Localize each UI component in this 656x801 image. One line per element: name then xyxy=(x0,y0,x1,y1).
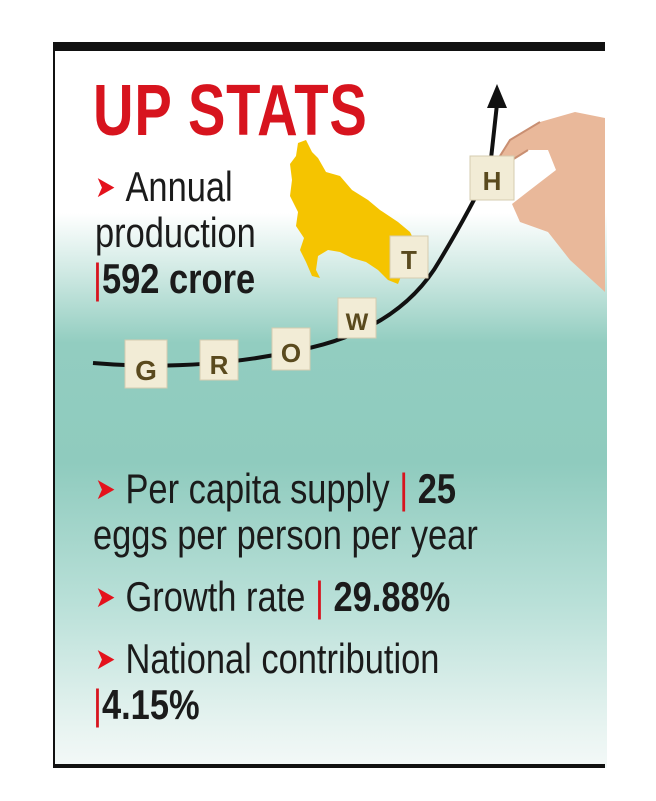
stat-growth-value: 29.88% xyxy=(333,573,451,620)
svg-text:H: H xyxy=(483,166,502,196)
separator: | xyxy=(399,465,409,512)
svg-text:W: W xyxy=(346,309,369,336)
svg-text:O: O xyxy=(281,338,301,368)
stat-per-capita: ➤ Per capita supply | 25 xyxy=(95,466,456,517)
red-arrowhead-icon: ➤ xyxy=(95,643,116,676)
svg-text:G: G xyxy=(135,355,157,386)
stat-growth-label: Growth rate xyxy=(125,573,306,620)
separator: | xyxy=(93,681,102,728)
svg-text:R: R xyxy=(210,350,229,380)
up-arrow-icon xyxy=(487,84,507,108)
uttar-pradesh-map-icon xyxy=(290,140,418,284)
separator: | xyxy=(93,255,102,302)
red-arrowhead-icon: ➤ xyxy=(95,581,116,614)
stat-annual-line1: ➤ Annual xyxy=(95,164,233,215)
top-rule xyxy=(53,42,605,51)
stat-per-capita-continuation: eggs per person per year xyxy=(93,511,478,558)
stat-annual-label: Annual xyxy=(125,163,233,210)
red-arrowhead-icon: ➤ xyxy=(95,473,116,506)
stat-national-value: 4.15% xyxy=(101,681,200,728)
separator: | xyxy=(314,573,324,620)
stat-growth: ➤ Growth rate | 29.88% xyxy=(95,574,450,625)
red-arrowhead-icon: ➤ xyxy=(95,171,116,204)
stat-per-capita-value: 25 xyxy=(417,465,457,512)
stat-national: ➤ National contribution xyxy=(95,636,439,687)
stat-national-label: National contribution xyxy=(125,635,440,682)
letter-cube-r: R xyxy=(199,339,239,381)
hand-icon xyxy=(500,112,605,292)
page-title: UP STATS xyxy=(93,71,368,151)
bottom-rule xyxy=(53,764,605,768)
stat-annual-label-line2: production xyxy=(95,209,256,256)
letter-cube-w: W xyxy=(337,297,377,339)
stat-national-value-line: |4.15% xyxy=(93,682,200,728)
infographic-panel xyxy=(53,43,607,768)
stat-annual-value-line: |592 crore xyxy=(93,256,255,302)
svg-text:T: T xyxy=(401,245,417,275)
letter-cube-o: O xyxy=(271,327,311,371)
letter-cube-t: T xyxy=(389,235,429,279)
stat-per-capita-label: Per capita supply xyxy=(125,465,390,512)
letter-cube-g: G xyxy=(124,339,168,389)
letter-cube-h: H xyxy=(469,155,515,201)
stat-annual-value: 592 crore xyxy=(101,255,256,302)
